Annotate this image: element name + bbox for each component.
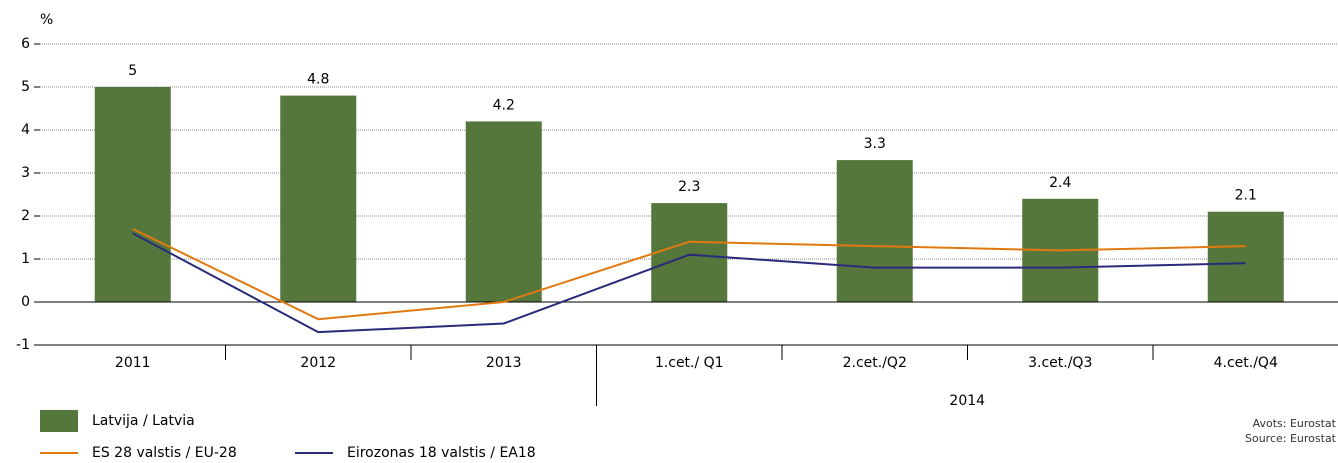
x-tick-label: 2012 [300,355,336,371]
data-label: 4.8 [307,72,329,88]
y-tick-label: 1 [21,251,30,267]
bar [1207,211,1284,302]
bar [94,87,171,302]
source: Avots: Eurostat [1253,417,1337,430]
legend-label: ES 28 valstis / EU-28 [92,445,237,461]
y-tick-label: 3 [21,165,30,181]
x-tick-label: 2011 [115,355,151,371]
bar [465,121,542,303]
x-tick-label: 1.cet./ Q1 [655,355,724,371]
y-tick-label: -1 [16,337,30,353]
data-label: 2.4 [1049,175,1071,191]
line [132,232,1246,334]
bar [280,95,357,302]
bar [836,160,913,302]
legend-swatch [40,410,78,432]
y-tick-label: 6 [21,36,30,52]
y-axis-label: % [40,12,53,28]
data-label: 3.3 [864,136,886,152]
line [132,228,1246,321]
x-tick-label: 4.cet./Q4 [1214,355,1278,371]
legend-label: Latvija / Latvia [92,413,195,429]
x-tick-label: 2013 [486,355,522,371]
data-label: 4.2 [493,97,515,113]
bar [651,203,728,302]
y-tick-label: 5 [21,79,30,95]
data-label: 2.1 [1235,188,1257,204]
y-tick-label: 0 [21,294,30,310]
x-tick-label: 2.cet./Q2 [843,355,907,371]
group-label: 2014 [949,393,985,409]
source: Source: Eurostat [1245,432,1337,445]
y-tick-label: 4 [21,122,30,138]
x-tick-label: 3.cet./Q3 [1028,355,1092,371]
data-label: 5 [128,63,137,79]
y-tick-label: 2 [21,208,30,224]
data-label: 2.3 [678,179,700,195]
legend-label: Eirozonas 18 valstis / EA18 [347,445,536,461]
